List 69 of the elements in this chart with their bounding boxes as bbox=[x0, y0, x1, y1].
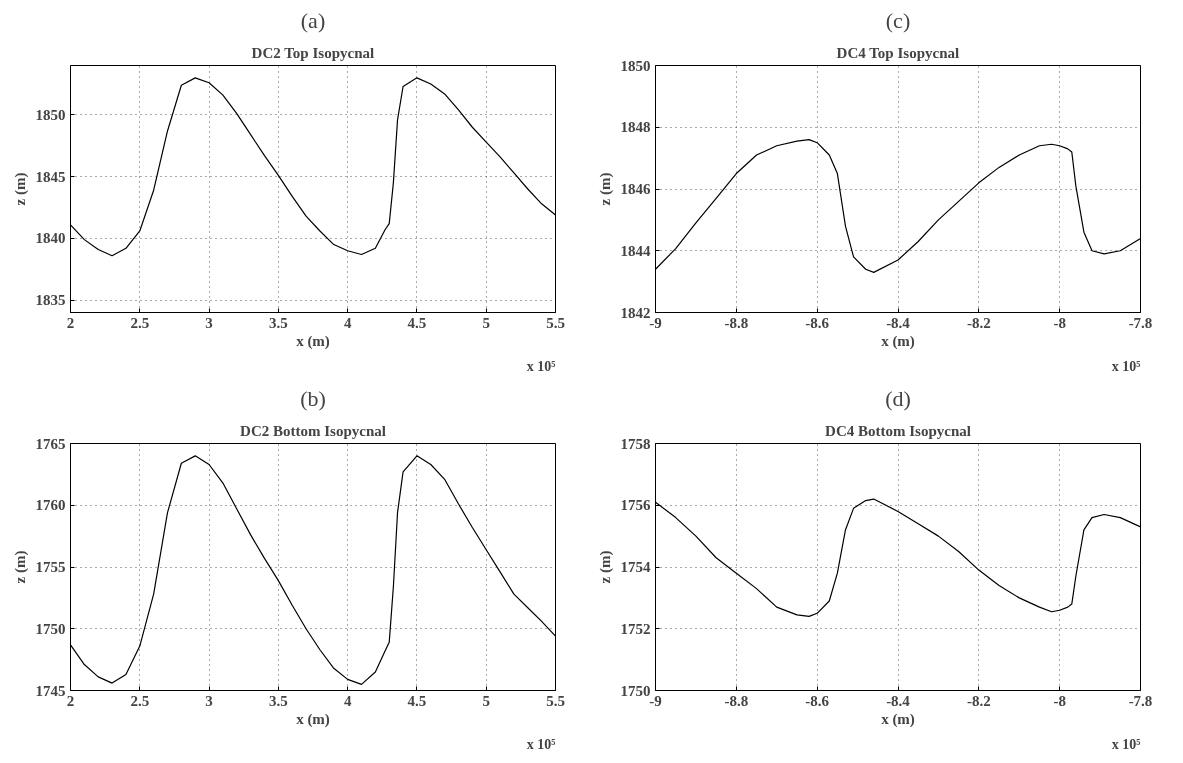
x-tick-label: 3 bbox=[205, 314, 213, 331]
y-tick-label: 1765 bbox=[35, 435, 66, 452]
x-tick-label: 5.5 bbox=[546, 692, 565, 709]
x-tick-label: 5.5 bbox=[546, 314, 565, 331]
x-tick-label: 4 bbox=[343, 692, 352, 709]
text: x 10⁵ bbox=[1111, 358, 1141, 374]
y-tick-label: 1848 bbox=[620, 119, 651, 136]
x-tick-label: -7.8 bbox=[1128, 314, 1153, 331]
text: x 10⁵ bbox=[526, 736, 556, 752]
x-tick-label: -8.6 bbox=[805, 692, 830, 709]
y-tick-label: 1840 bbox=[35, 230, 66, 247]
x-tick-label: 5 bbox=[482, 692, 490, 709]
y-axis-title: z (m) bbox=[11, 172, 29, 206]
x-tick-label: 4.5 bbox=[407, 314, 427, 331]
x-tick-label: 3.5 bbox=[268, 692, 288, 709]
y-tick-label: 1842 bbox=[620, 304, 651, 321]
y-tick-label: 1755 bbox=[35, 559, 66, 575]
x-tick-label: -8 bbox=[1053, 692, 1066, 709]
x-tick-label: 2 bbox=[66, 314, 75, 331]
text: x 10⁵ bbox=[526, 358, 556, 374]
x-tick-label: -8.6 bbox=[805, 314, 830, 331]
y-tick-label: 1844 bbox=[620, 242, 651, 259]
y-tick-label: 1760 bbox=[35, 497, 66, 514]
y-tick-label: 1754 bbox=[620, 559, 651, 575]
chart-subtitle: DC4 Top Isopycnal bbox=[836, 44, 960, 61]
chart-title: (c) bbox=[885, 7, 911, 33]
x-tick-label: 2.5 bbox=[130, 314, 150, 331]
x-tick-label: -8.8 bbox=[724, 314, 749, 331]
x-axis-title: x (m) bbox=[881, 710, 915, 728]
y-axis-title: z (m) bbox=[596, 172, 614, 206]
chart-subtitle: DC2 Bottom Isopycnal bbox=[240, 422, 386, 439]
x-tick-label: 2 bbox=[66, 692, 75, 709]
x-tick-label: -9 bbox=[649, 692, 662, 709]
y-tick-label: 1750 bbox=[620, 682, 651, 699]
x-tick-label: -8 bbox=[1053, 314, 1066, 331]
x-tick-label: 4 bbox=[343, 314, 352, 331]
y-tick-label: 1758 bbox=[620, 435, 651, 452]
y-tick-label: 1846 bbox=[620, 181, 651, 197]
x-axis-title: x (m) bbox=[296, 332, 330, 350]
x-tick-label: -7.8 bbox=[1128, 692, 1153, 709]
y-axis-title: z (m) bbox=[596, 550, 614, 584]
chart-subtitle: DC2 Top Isopycnal bbox=[251, 44, 375, 61]
x-tick-label: -8.4 bbox=[886, 692, 911, 709]
chart-title: (b) bbox=[300, 385, 326, 411]
x-tick-label: -8.4 bbox=[886, 314, 911, 331]
x-axis-title: x (m) bbox=[881, 332, 915, 350]
x-tick-label: 5 bbox=[482, 314, 490, 331]
y-tick-label: 1850 bbox=[35, 106, 66, 123]
y-tick-label: 1756 bbox=[620, 497, 651, 514]
text: x 10⁵ bbox=[1111, 736, 1141, 752]
y-tick-label: 1752 bbox=[620, 620, 651, 637]
y-tick-label: 1750 bbox=[35, 620, 66, 637]
x-tick-label: -8.8 bbox=[724, 692, 749, 709]
x-tick-label: -9 bbox=[649, 314, 662, 331]
chart-title: (d) bbox=[885, 385, 911, 411]
y-tick-label: 1835 bbox=[35, 292, 66, 309]
x-tick-label: 3 bbox=[205, 692, 213, 709]
y-tick-label: 1845 bbox=[35, 168, 66, 185]
chart-title: (a) bbox=[300, 7, 326, 33]
x-axis-title: x (m) bbox=[296, 710, 330, 728]
chart-subtitle: DC4 Bottom Isopycnal bbox=[825, 422, 971, 439]
y-tick-label: 1850 bbox=[620, 57, 651, 74]
x-tick-label: 4.5 bbox=[407, 692, 427, 709]
x-tick-label: 3.5 bbox=[268, 314, 288, 331]
x-tick-label: -8.2 bbox=[966, 692, 991, 709]
y-axis-title: z (m) bbox=[11, 550, 29, 584]
x-tick-label: 2.5 bbox=[130, 692, 150, 709]
y-tick-label: 1745 bbox=[35, 682, 66, 699]
x-tick-label: -8.2 bbox=[966, 314, 991, 331]
